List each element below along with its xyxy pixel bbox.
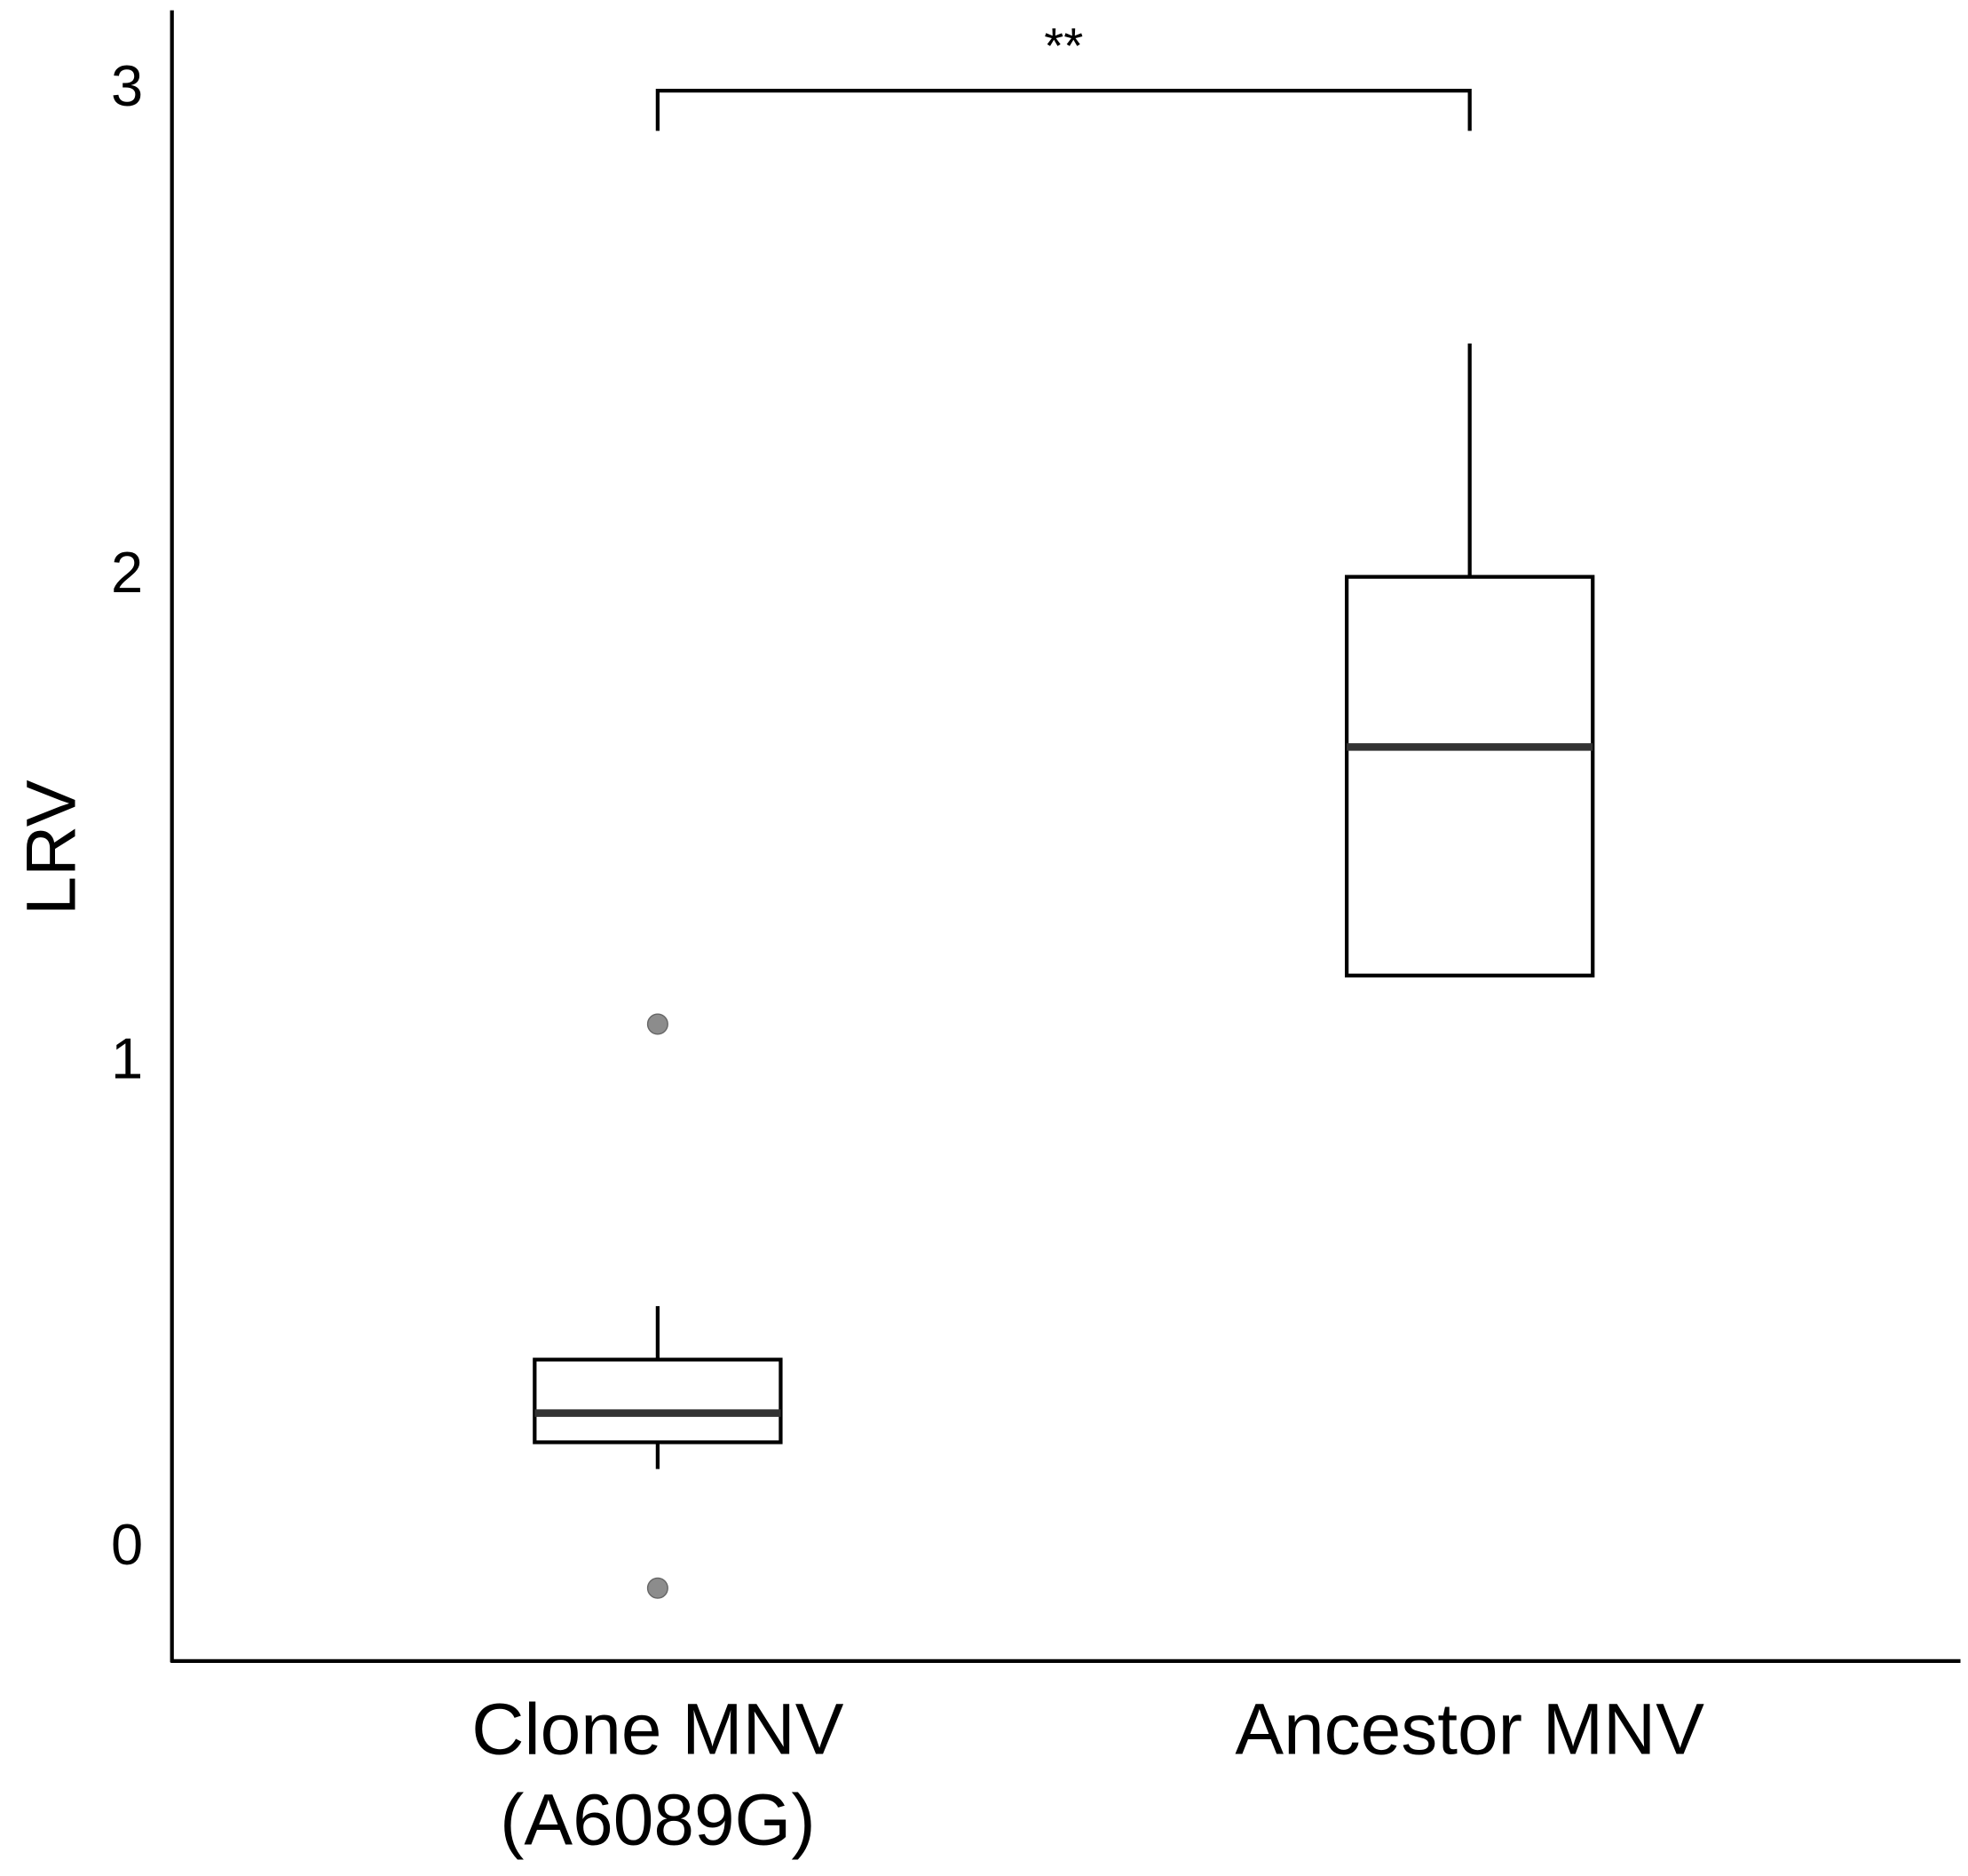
x-tick-label-line: Clone MNV: [471, 1690, 844, 1770]
box: [1344, 574, 1595, 978]
significance-bracket: [655, 88, 1472, 131]
outlier: [646, 1577, 668, 1599]
x-tick-label: Ancestor MNV: [1235, 1690, 1704, 1770]
y-axis-title: LRV: [12, 780, 91, 915]
box: [533, 1358, 783, 1445]
x-tick-label-line: (A6089G): [500, 1779, 816, 1860]
x-tick-label: Clone MNV (A6089G): [471, 1690, 844, 1861]
y-tick-label: 3: [111, 53, 143, 118]
y-tick-label: 0: [111, 1512, 143, 1577]
y-tick-label: 2: [111, 540, 143, 605]
significance-label: **: [1044, 18, 1083, 74]
outlier: [646, 1013, 668, 1035]
y-tick-label: 1: [111, 1025, 143, 1090]
x-tick-label-line: Ancestor MNV: [1235, 1690, 1704, 1770]
